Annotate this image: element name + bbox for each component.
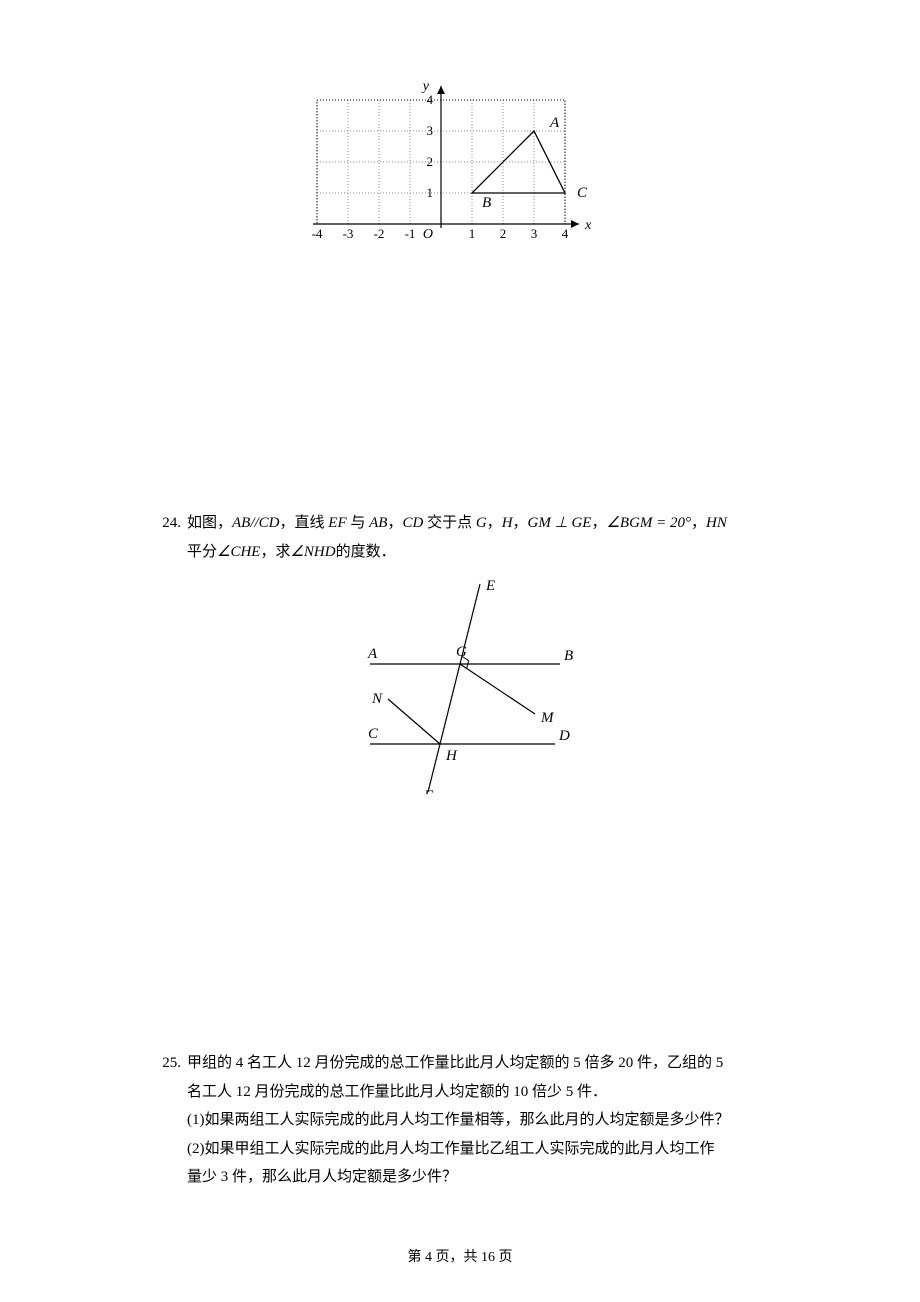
math: G [476,515,487,531]
problem-25-number: 25. [155,1049,187,1192]
text: ， [513,515,528,531]
text: ， [591,515,606,531]
text: ， [691,515,706,531]
coordinate-graph-container: -4 -3 -2 -1 1 2 3 4 1 2 3 4 Ox y A B C [155,68,765,263]
svg-text:4: 4 [562,226,569,241]
text: 甲组的 4 名工人 12 月份完成的总工作量比此月人均定额的 5 倍多 20 件… [187,1055,723,1071]
svg-text:4: 4 [427,92,434,107]
svg-text:-2: -2 [374,226,385,241]
svg-text:B: B [564,648,573,664]
text: 平分 [187,544,217,560]
text: 如图， [187,515,232,531]
text: 与 [347,515,370,531]
svg-text:-4: -4 [312,226,323,241]
svg-text:-1: -1 [405,226,416,241]
footer-mid: 页，共 [432,1250,481,1265]
svg-text:A: A [367,646,378,662]
footer-total: 16 [481,1250,495,1265]
footer-prefix: 第 [408,1250,426,1265]
svg-text:N: N [371,691,383,707]
text: (1)如果两组工人实际完成的此月人均工作量相等，那么此月的人均定额是多少件？ [187,1112,730,1128]
footer-page: 4 [425,1250,432,1265]
svg-text:2: 2 [427,154,434,169]
math: H [502,515,513,531]
svg-text:C: C [368,726,379,742]
spacer [155,271,765,509]
text: 量少 3 件，那么此月人均定额是多少件？ [187,1169,457,1185]
footer-suffix: 页 [495,1250,513,1265]
math: ∠CHE [217,544,260,560]
text: 的度数． [336,544,396,560]
problem-24-text: 24. 如图，AB//CD，直线 EF 与 AB，CD 交于点 G，H，GM ⊥… [155,509,765,566]
text: 名工人 12 月份完成的总工作量比此月人均定额的 10 倍少 5 件． [187,1084,607,1100]
text: (2)如果甲组工人实际完成的此月人均工作量比乙组工人实际完成的此月人均工作 [187,1141,715,1157]
svg-text:M: M [540,710,555,726]
svg-text:-3: -3 [343,226,354,241]
geometry-diagram: A B C D E F G H M N [310,574,610,794]
svg-text:3: 3 [427,123,434,138]
problem-25-text: 25. 甲组的 4 名工人 12 月份完成的总工作量比此月人均定额的 5 倍多 … [155,1049,765,1192]
text: ，直线 [280,515,329,531]
svg-text:B: B [482,195,491,211]
math: AB//CD [232,515,280,531]
svg-text:2: 2 [500,226,507,241]
problem-24-figure: A B C D E F G H M N [155,574,765,799]
text: ，求 [260,544,290,560]
svg-text:1: 1 [427,185,434,200]
text: ， [387,515,402,531]
text: 交于点 [423,515,476,531]
page-footer: 第 4 页，共 16 页 [0,1246,920,1266]
svg-text:E: E [485,578,495,594]
svg-text:H: H [445,748,458,764]
svg-text:A: A [549,115,560,131]
problem-25-body: 甲组的 4 名工人 12 月份完成的总工作量比此月人均定额的 5 倍多 20 件… [187,1049,765,1192]
svg-text:G: G [456,644,467,660]
math: GM ⊥ GE [528,515,592,531]
math: ∠NHD [290,544,335,560]
svg-text:x: x [584,218,592,233]
problem-25: 25. 甲组的 4 名工人 12 月份完成的总工作量比此月人均定额的 5 倍多 … [155,1049,765,1192]
problem-24-body: 如图，AB//CD，直线 EF 与 AB，CD 交于点 G，H，GM ⊥ GE，… [187,509,765,566]
math: ∠BGM = 20° [606,515,691,531]
problem-24: 24. 如图，AB//CD，直线 EF 与 AB，CD 交于点 G，H，GM ⊥… [155,509,765,799]
svg-text:F: F [423,788,434,794]
problem-24-number: 24. [155,509,187,566]
svg-text:D: D [558,728,570,744]
svg-text:3: 3 [531,226,538,241]
math: AB [369,515,387,531]
math: HN [706,515,727,531]
svg-text:C: C [577,185,588,201]
page: -4-3-2-112341234OxyABC 24. 如图，AB//CD，直线 … [0,0,920,1302]
svg-text:O: O [423,227,433,242]
svg-text:1: 1 [469,226,476,241]
spacer [155,819,765,1049]
text: ， [487,515,502,531]
math: EF [328,515,346,531]
svg-text:y: y [421,79,430,94]
math: CD [402,515,423,531]
coordinate-graph: -4 -3 -2 -1 1 2 3 4 1 2 3 4 Ox y A B C [300,68,620,258]
